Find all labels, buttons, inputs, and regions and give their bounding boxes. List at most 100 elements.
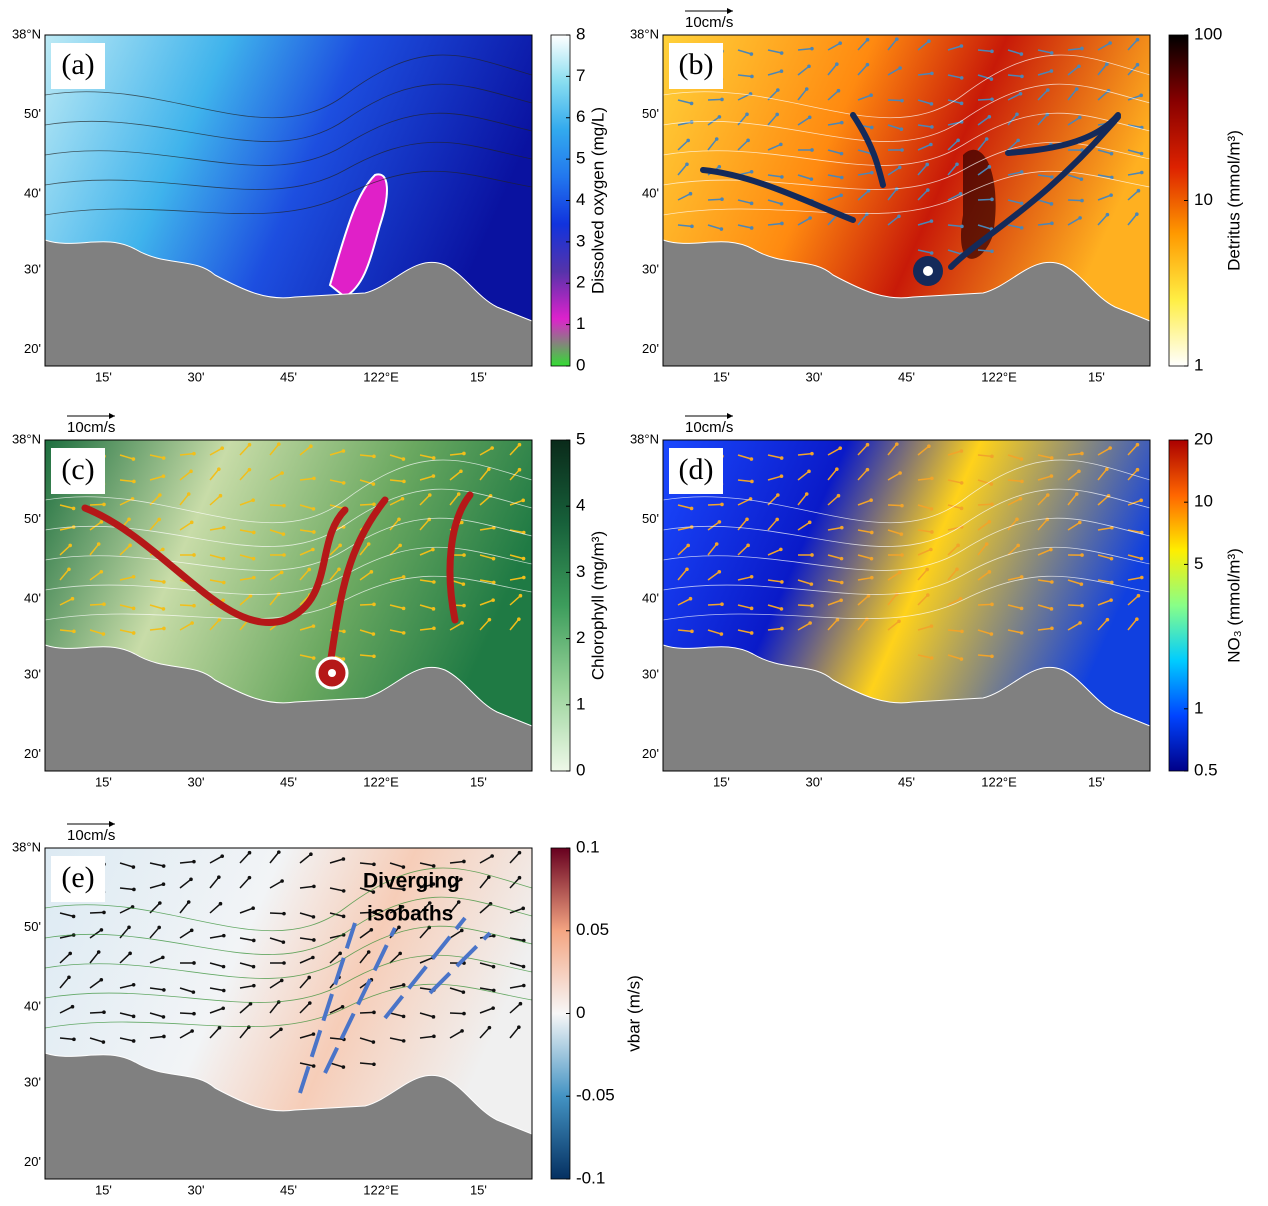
vector-head xyxy=(839,580,844,585)
vector-head xyxy=(282,961,286,965)
vector-head xyxy=(807,64,811,69)
current-vector xyxy=(389,518,400,531)
current-vector xyxy=(1127,595,1139,606)
vector-head xyxy=(869,93,873,98)
current-vector xyxy=(209,934,224,939)
vector-head xyxy=(990,602,994,607)
vector-head xyxy=(1050,580,1054,584)
vector-head xyxy=(372,502,376,507)
vector-head xyxy=(221,525,226,530)
vector-head xyxy=(161,456,166,460)
vector-head xyxy=(1080,46,1084,51)
vector-head xyxy=(899,532,904,536)
current-vector xyxy=(707,98,723,101)
current-vector xyxy=(1007,93,1021,101)
vector-head xyxy=(462,553,466,557)
current-vector xyxy=(1127,499,1142,506)
current-vector xyxy=(977,603,993,606)
current-vector xyxy=(1127,529,1142,534)
current-vector xyxy=(1067,579,1082,585)
vector-head xyxy=(959,76,964,80)
lon-label: 30' xyxy=(187,1182,204,1197)
vector-head xyxy=(746,543,750,548)
vector-head xyxy=(1136,593,1141,598)
panel-label: (c) xyxy=(61,453,94,486)
vector-head xyxy=(371,482,376,486)
vector-head xyxy=(1080,553,1084,557)
vector-head xyxy=(1077,115,1082,120)
vector-head xyxy=(102,502,106,507)
current-vector xyxy=(1097,619,1108,631)
vector-head xyxy=(427,901,432,905)
vector-head xyxy=(341,525,346,529)
current-vector xyxy=(509,852,521,864)
vector-head xyxy=(1019,575,1024,579)
current-vector xyxy=(1007,604,1022,610)
vector-head xyxy=(749,575,754,579)
vector-head xyxy=(929,507,934,511)
current-vector xyxy=(947,249,962,255)
vector-head xyxy=(247,442,252,447)
vector-head xyxy=(865,467,870,472)
current-vector xyxy=(509,444,521,456)
vector-head xyxy=(1079,177,1084,181)
current-vector xyxy=(119,1012,134,1018)
vector-head xyxy=(839,525,844,530)
current-vector xyxy=(947,598,961,606)
vector-head xyxy=(835,467,839,471)
current-vector xyxy=(269,851,280,864)
isobath xyxy=(44,141,533,190)
vector-head xyxy=(251,964,256,969)
current-vector xyxy=(179,878,192,889)
scale-arrow-head xyxy=(727,8,733,14)
current-vector xyxy=(299,912,314,918)
current-vector xyxy=(1127,618,1138,631)
vector-head xyxy=(131,575,136,579)
current-vector xyxy=(887,620,900,631)
vector-head xyxy=(807,520,812,525)
current-vector xyxy=(239,499,254,506)
vector-head xyxy=(128,543,132,548)
vector-head xyxy=(990,49,994,54)
vector-head xyxy=(717,115,722,119)
current-vector xyxy=(89,1037,104,1043)
current-vector xyxy=(509,937,524,942)
current-vector xyxy=(857,171,872,176)
current-vector xyxy=(59,912,74,918)
vector-head xyxy=(1080,451,1084,456)
vector-head xyxy=(161,955,165,960)
vector-head xyxy=(1016,543,1020,548)
current-vector xyxy=(59,1037,75,1041)
vector-head xyxy=(929,102,934,106)
current-vector xyxy=(449,878,462,889)
vector-head xyxy=(372,910,376,915)
current-vector xyxy=(59,1006,73,1014)
panel-label-box xyxy=(51,448,105,494)
current-vector xyxy=(359,454,375,458)
current-vector xyxy=(89,629,104,635)
vector-head xyxy=(989,632,994,636)
vector-head xyxy=(131,457,136,461)
colorbar-tick-label: 1 xyxy=(576,314,585,333)
current-vector xyxy=(389,1012,404,1018)
current-vector xyxy=(947,450,962,456)
land xyxy=(662,239,1151,367)
vector-head xyxy=(1049,69,1054,73)
vector-head xyxy=(220,446,225,450)
current-vector xyxy=(119,887,135,891)
current-vector xyxy=(677,598,691,606)
current-vector xyxy=(857,499,872,506)
current-vector xyxy=(329,952,341,964)
current-vector xyxy=(767,143,782,151)
vector-head xyxy=(1049,456,1054,460)
current-vector xyxy=(419,604,434,610)
current-vector xyxy=(209,1027,221,1039)
isobath xyxy=(662,459,1151,524)
vector-head xyxy=(341,481,346,485)
vector-head xyxy=(780,580,784,584)
vector-head xyxy=(189,469,193,474)
current-vector xyxy=(509,1026,520,1039)
current-vector xyxy=(1067,217,1081,226)
panel-label-box xyxy=(669,43,723,89)
